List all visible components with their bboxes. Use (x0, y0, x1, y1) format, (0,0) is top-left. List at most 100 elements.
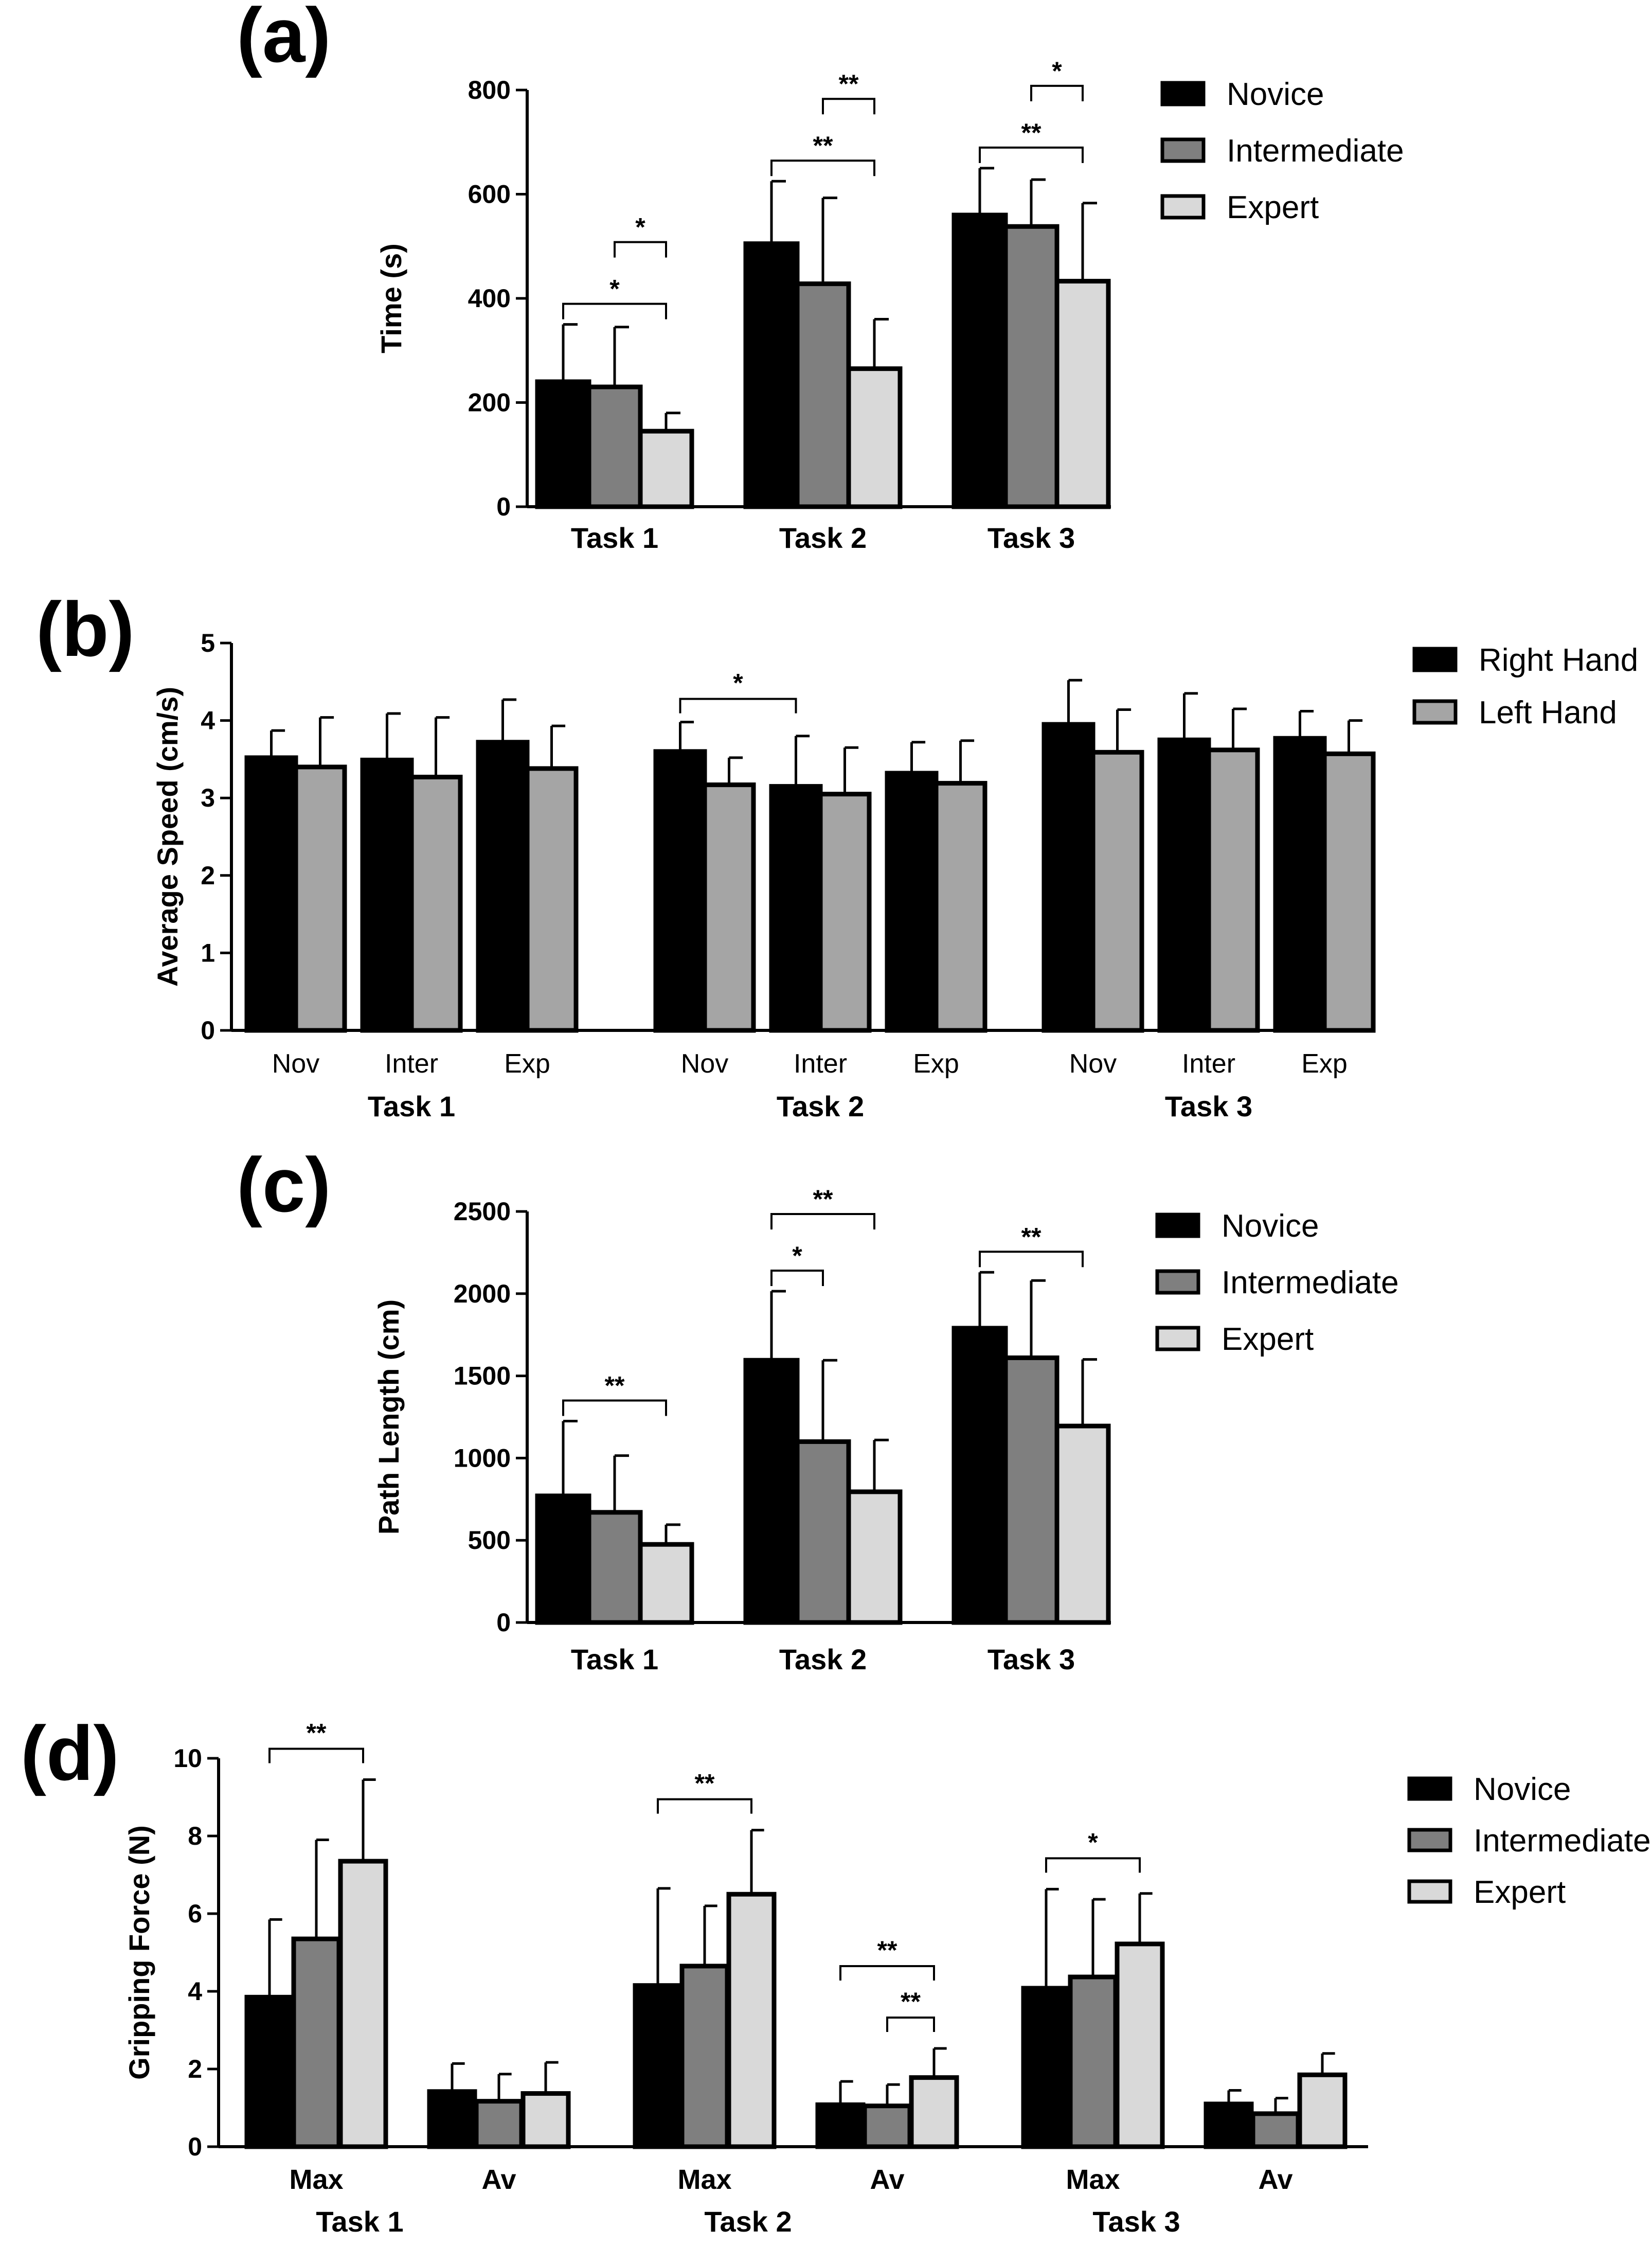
legend-swatch (1407, 1879, 1452, 1904)
subcategory-label: Exp (1301, 1049, 1348, 1079)
category-label: Task 1 (571, 522, 658, 554)
y-tick-label: 2000 (454, 1279, 511, 1308)
significance-bracket (839, 1965, 935, 1981)
bar-series0-g2-s0 (1042, 722, 1096, 1033)
y-tick-label: 2 (188, 2055, 202, 2083)
y-tick-label: 8 (188, 1822, 202, 1850)
bar-series0-g2-s0 (1021, 1986, 1071, 2149)
bar-series2-cat0 (638, 1542, 694, 1625)
y-tick-label: 6 (188, 1899, 202, 1928)
bar-series1-cat1 (795, 281, 851, 509)
bar-series1-cat1 (795, 1439, 851, 1625)
significance-label: * (1088, 1828, 1098, 1857)
bar-series2-cat0 (638, 429, 694, 509)
panel-d: (d) 0 2 4 6 8 10 Gripping Force (N) Max Av Task 1 M… (21, 1710, 1651, 2238)
subcategory-label: Inter (794, 1049, 847, 1079)
legend-label: Novice (1474, 1772, 1571, 1807)
significance-label: * (733, 669, 743, 698)
bar-series1-g1-s0 (679, 1964, 730, 2149)
legend-label: Expert (1474, 1875, 1566, 1910)
legend-swatch (1412, 647, 1458, 672)
significance-bracket (657, 1798, 752, 1814)
subcategory-label: Max (1066, 2164, 1120, 2195)
panel-a: (a) 0 200 400 600 800 Time (s) Task 1 Task 2 Task… (237, 0, 1404, 554)
bar-series0-g0-s1 (360, 757, 414, 1033)
y-tick-label: 0 (201, 1016, 215, 1045)
bar-series0-cat1 (743, 241, 800, 509)
y-axis-label: Gripping Force (N) (123, 1825, 155, 2080)
panel-c: (c) 0 500 1000 1500 2000 2500 Path Length (cm) T… (237, 1142, 1399, 1675)
y-tick-label: 1000 (454, 1443, 511, 1472)
bar-series1-g1-s1 (818, 792, 872, 1033)
legend-swatch (1160, 194, 1206, 220)
y-tick-label: 5 (201, 629, 215, 657)
bar-series2-g2-s1 (1297, 2072, 1348, 2149)
legend-swatch (1412, 699, 1458, 725)
bar-series0-g2-s1 (1157, 737, 1211, 1033)
group-label: Task 3 (1165, 1090, 1252, 1122)
y-tick-label: 1500 (454, 1362, 511, 1390)
subcategory-label: Exp (504, 1049, 550, 1079)
significance-bracket (886, 2016, 935, 2032)
category-label: Task 3 (987, 522, 1075, 554)
significance-bracket (770, 1270, 824, 1287)
legend-swatch (1407, 1828, 1452, 1852)
bar-series1-g0-s2 (525, 766, 579, 1033)
y-tick-label: 200 (468, 388, 511, 417)
bar-series1-g2-s1 (1250, 2111, 1301, 2149)
bar-series2-g1-s1 (909, 2075, 959, 2149)
bar-series1-g1-s1 (862, 2103, 912, 2149)
bar-series0-cat2 (951, 212, 1008, 509)
significance-label: ** (877, 1936, 897, 1965)
bar-series2-cat1 (846, 1489, 903, 1625)
legend-swatch (1407, 1776, 1452, 1801)
significance-bracket (770, 159, 875, 176)
legend-label: Expert (1227, 190, 1319, 225)
significance-bracket (268, 1747, 364, 1763)
subcategory-label: Av (1258, 2164, 1292, 2195)
legend-label: Intermediate (1227, 133, 1404, 169)
subcategory-label: Max (289, 2164, 343, 2195)
bar-series0-g1-s0 (653, 749, 707, 1033)
bar-series0-g1-s2 (885, 771, 939, 1033)
legend-label: Left Hand (1479, 695, 1617, 730)
significance-label: ** (695, 1769, 715, 1798)
significance-bracket (679, 698, 797, 714)
y-tick-label: 10 (173, 1744, 202, 1773)
bar-series1-cat0 (586, 384, 643, 509)
group-label: Task 2 (704, 2205, 792, 2238)
subcategory-label: Nov (1069, 1049, 1117, 1079)
significance-label: ** (813, 131, 833, 160)
bar-series0-g0-s0 (244, 755, 298, 1033)
y-tick-label: 2500 (454, 1197, 511, 1226)
bar-series2-cat1 (846, 366, 903, 509)
bar-series1-g0-s0 (293, 764, 347, 1033)
legend-label: Novice (1227, 77, 1324, 112)
significance-bracket (614, 241, 667, 258)
significance-label: * (635, 213, 645, 242)
category-label: Task 1 (571, 1643, 658, 1675)
legend-swatch (1155, 1212, 1200, 1238)
subcategory-label: Inter (385, 1049, 438, 1079)
legend-label: Intermediate (1474, 1823, 1651, 1859)
significance-bracket (822, 98, 875, 115)
legend-label: Intermediate (1222, 1265, 1399, 1300)
bar-series2-g0-s0 (338, 1859, 388, 2149)
significance-label: ** (307, 1719, 327, 1747)
legend-label: Novice (1222, 1208, 1319, 1244)
y-tick-label: 600 (468, 180, 511, 209)
panel-b: (b) 0 1 2 3 4 5 Average Speed (cm/s) Nov Inter Exp… (36, 586, 1638, 1122)
category-label: Task 3 (987, 1643, 1075, 1675)
legend-swatch (1160, 81, 1206, 106)
bar-series1-g2-s1 (1206, 747, 1260, 1033)
y-tick-label: 1 (201, 938, 215, 967)
bar-series0-g0-s1 (427, 2089, 477, 2149)
bar-series0-g0-s2 (476, 740, 530, 1033)
y-tick-label: 0 (496, 1608, 511, 1637)
y-tick-label: 800 (468, 76, 511, 104)
panel-label: (d) (21, 1710, 119, 1796)
bar-series1-g0-s1 (409, 775, 463, 1033)
y-axis-label: Time (s) (375, 243, 407, 353)
y-tick-label: 0 (496, 492, 511, 521)
